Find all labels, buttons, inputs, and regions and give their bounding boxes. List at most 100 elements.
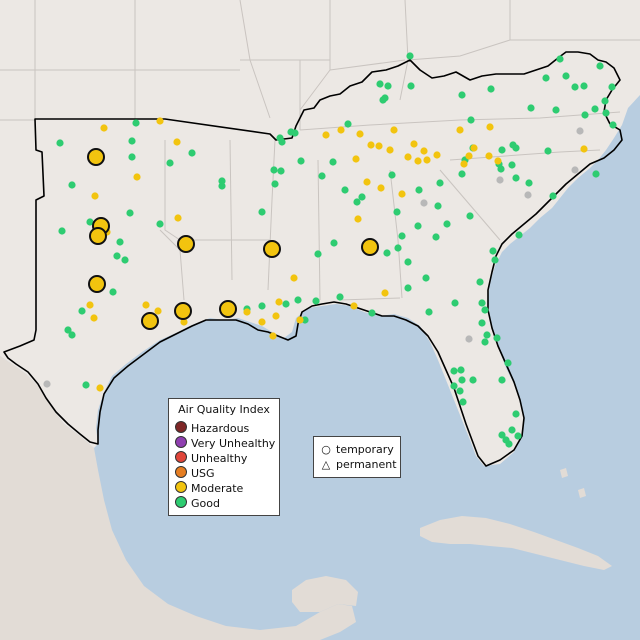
moderate-site-marker[interactable] <box>180 318 188 326</box>
good-site-marker[interactable] <box>341 186 349 194</box>
good-site-marker[interactable] <box>278 138 286 146</box>
moderate-site-marker[interactable] <box>142 301 150 309</box>
good-site-marker[interactable] <box>121 256 129 264</box>
good-site-marker[interactable] <box>318 172 326 180</box>
good-site-marker[interactable] <box>344 120 352 128</box>
moderate-site-marker[interactable] <box>420 147 428 155</box>
good-site-marker[interactable] <box>166 159 174 167</box>
good-site-marker[interactable] <box>330 239 338 247</box>
good-site-marker[interactable] <box>591 105 599 113</box>
good-site-marker[interactable] <box>414 222 422 230</box>
good-site-marker[interactable] <box>415 186 423 194</box>
moderate-site-marker[interactable] <box>377 184 385 192</box>
good-site-marker[interactable] <box>481 338 489 346</box>
moderate-site-marker[interactable] <box>91 192 99 200</box>
good-site-marker[interactable] <box>116 238 124 246</box>
moderate-site-marker[interactable] <box>367 141 375 149</box>
good-site-marker[interactable] <box>432 233 440 241</box>
no-data-site-marker[interactable] <box>420 199 428 207</box>
good-site-marker[interactable] <box>258 208 266 216</box>
good-site-marker[interactable] <box>450 367 458 375</box>
good-site-marker[interactable] <box>608 83 616 91</box>
moderate-site-marker[interactable] <box>390 126 398 134</box>
good-site-marker[interactable] <box>466 212 474 220</box>
no-data-site-marker[interactable] <box>496 176 504 184</box>
good-site-marker[interactable] <box>457 366 465 374</box>
good-site-marker[interactable] <box>556 55 564 63</box>
good-site-marker[interactable] <box>481 306 489 314</box>
moderate-site-marker[interactable] <box>356 130 364 138</box>
good-site-marker[interactable] <box>86 218 94 226</box>
good-site-marker[interactable] <box>270 166 278 174</box>
good-site-marker[interactable] <box>384 82 392 90</box>
good-site-marker[interactable] <box>544 147 552 155</box>
good-site-marker[interactable] <box>458 91 466 99</box>
good-site-marker[interactable] <box>498 146 506 154</box>
good-site-marker[interactable] <box>467 116 475 124</box>
good-site-marker[interactable] <box>156 220 164 228</box>
moderate-site-marker[interactable] <box>173 138 181 146</box>
good-site-marker[interactable] <box>218 182 226 190</box>
moderate-site-marker[interactable] <box>90 314 98 322</box>
temporary-moderate-site-marker[interactable] <box>219 300 237 318</box>
good-site-marker[interactable] <box>443 220 451 228</box>
good-site-marker[interactable] <box>398 232 406 240</box>
good-site-marker[interactable] <box>294 296 302 304</box>
moderate-site-marker[interactable] <box>381 289 389 297</box>
good-site-marker[interactable] <box>297 157 305 165</box>
moderate-site-marker[interactable] <box>460 160 468 168</box>
moderate-site-marker[interactable] <box>269 332 277 340</box>
good-site-marker[interactable] <box>277 167 285 175</box>
good-site-marker[interactable] <box>456 387 464 395</box>
good-site-marker[interactable] <box>459 398 467 406</box>
temporary-moderate-site-marker[interactable] <box>263 240 281 258</box>
good-site-marker[interactable] <box>458 376 466 384</box>
temporary-moderate-site-marker[interactable] <box>141 312 159 330</box>
good-site-marker[interactable] <box>487 85 495 93</box>
good-site-marker[interactable] <box>394 244 402 252</box>
good-site-marker[interactable] <box>542 74 550 82</box>
no-data-site-marker[interactable] <box>524 191 532 199</box>
moderate-site-marker[interactable] <box>272 312 280 320</box>
good-site-marker[interactable] <box>497 165 505 173</box>
good-site-marker[interactable] <box>82 381 90 389</box>
moderate-site-marker[interactable] <box>580 145 588 153</box>
moderate-site-marker[interactable] <box>352 155 360 163</box>
moderate-site-marker[interactable] <box>133 173 141 181</box>
good-site-marker[interactable] <box>571 83 579 91</box>
good-site-marker[interactable] <box>406 52 414 60</box>
moderate-site-marker[interactable] <box>337 126 345 134</box>
moderate-site-marker[interactable] <box>86 301 94 309</box>
good-site-marker[interactable] <box>132 119 140 127</box>
good-site-marker[interactable] <box>404 258 412 266</box>
moderate-site-marker[interactable] <box>275 298 283 306</box>
good-site-marker[interactable] <box>436 179 444 187</box>
good-site-marker[interactable] <box>552 106 560 114</box>
good-site-marker[interactable] <box>469 376 477 384</box>
good-site-marker[interactable] <box>483 331 491 339</box>
good-site-marker[interactable] <box>68 181 76 189</box>
good-site-marker[interactable] <box>527 104 535 112</box>
good-site-marker[interactable] <box>450 382 458 390</box>
good-site-marker[interactable] <box>381 94 389 102</box>
moderate-site-marker[interactable] <box>96 384 104 392</box>
temporary-moderate-site-marker[interactable] <box>177 235 195 253</box>
no-data-site-marker[interactable] <box>465 335 473 343</box>
moderate-site-marker[interactable] <box>375 142 383 150</box>
good-site-marker[interactable] <box>493 334 501 342</box>
no-data-site-marker[interactable] <box>576 127 584 135</box>
good-site-marker[interactable] <box>549 192 557 200</box>
good-site-marker[interactable] <box>434 202 442 210</box>
no-data-site-marker[interactable] <box>571 166 579 174</box>
good-site-marker[interactable] <box>458 170 466 178</box>
moderate-site-marker[interactable] <box>174 214 182 222</box>
good-site-marker[interactable] <box>609 121 617 129</box>
moderate-site-marker[interactable] <box>354 215 362 223</box>
good-site-marker[interactable] <box>489 247 497 255</box>
good-site-marker[interactable] <box>128 137 136 145</box>
moderate-site-marker[interactable] <box>350 302 358 310</box>
good-site-marker[interactable] <box>602 109 610 117</box>
good-site-marker[interactable] <box>505 440 513 448</box>
good-site-marker[interactable] <box>383 249 391 257</box>
good-site-marker[interactable] <box>353 198 361 206</box>
